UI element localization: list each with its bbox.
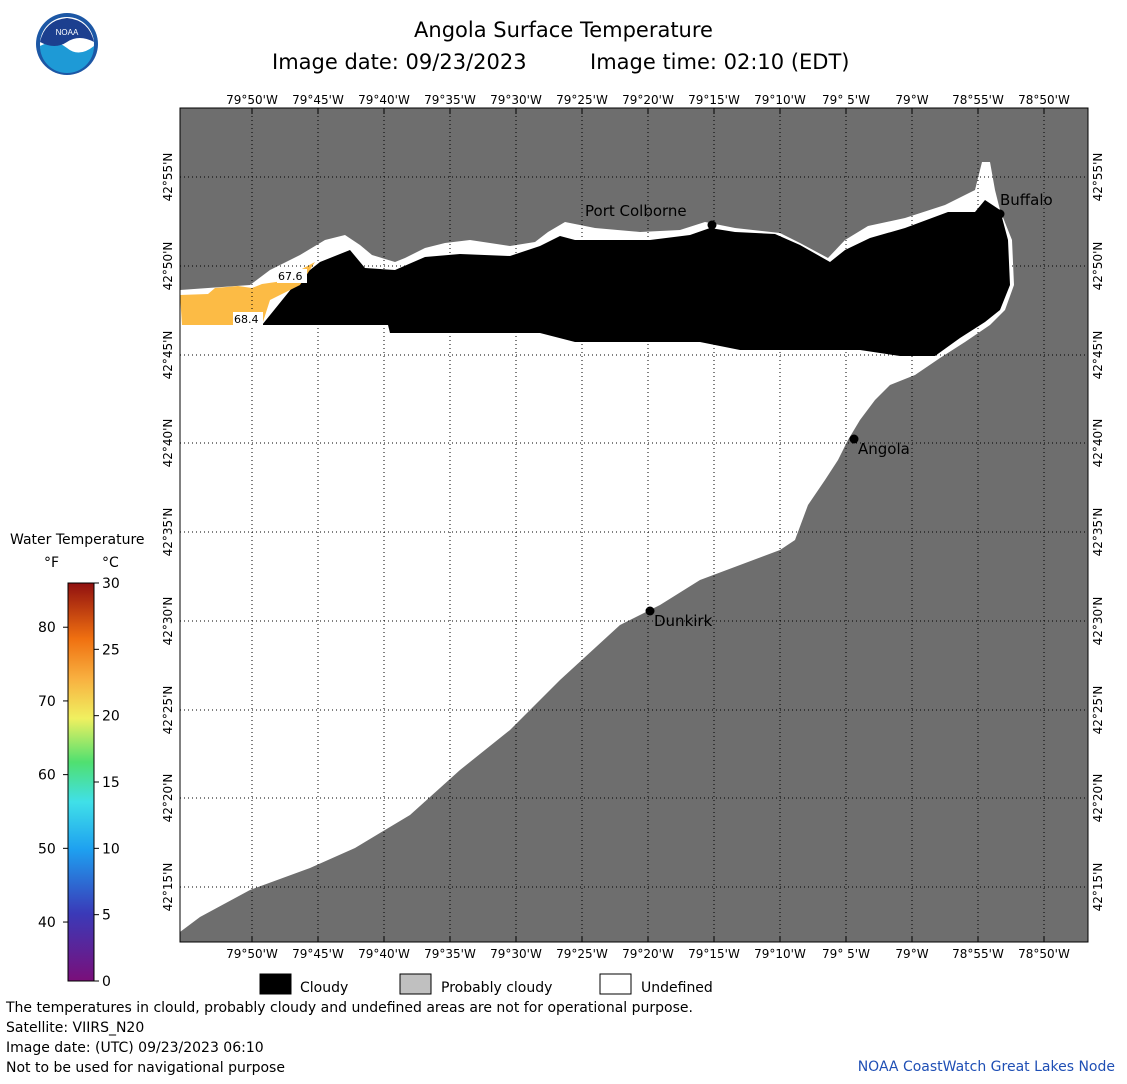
lon-label-top: 79°45'W — [292, 93, 344, 107]
city-dot — [849, 434, 859, 444]
unit-fahrenheit: °F — [44, 555, 60, 571]
lat-label-left: 42°45'N — [161, 331, 175, 380]
lon-label-bottom: 79°25'W — [556, 947, 608, 961]
reading-label: 67.6 — [278, 270, 303, 283]
undefined-swatch — [599, 973, 632, 995]
lat-label-right: 42°25'N — [1091, 686, 1105, 735]
celsius-tick-label: 20 — [102, 709, 120, 725]
probably-cloudy-swatch — [399, 973, 432, 995]
lat-label-left: 42°40'N — [161, 419, 175, 468]
lon-label-top: 79°30'W — [490, 93, 542, 107]
legend-cloudy-label: Cloudy — [300, 980, 349, 996]
reading-label: 68.4 — [234, 313, 259, 326]
lon-label-bottom: 79°10'W — [754, 947, 806, 961]
map-frame — [179, 107, 1089, 943]
lat-label-left: 42°20'N — [161, 774, 175, 823]
svg-text:NOAA: NOAA — [56, 28, 79, 37]
unit-celsius: °C — [102, 555, 119, 571]
reading-label-bg — [277, 269, 307, 283]
lat-label-left: 42°35'N — [161, 508, 175, 557]
map-title: Angola Surface Temperature — [414, 18, 713, 42]
credit-text: NOAA CoastWatch Great Lakes Node — [857, 1059, 1115, 1075]
tick-labels: 79°50'W 79°50'W 79°45'W 79°45'W 79°40'W 79°40… — [161, 93, 1105, 961]
lon-label-bottom: 79°20'W — [622, 947, 674, 961]
fahrenheit-tick-label: 80 — [38, 620, 56, 636]
lon-label-bottom: 79°15'W — [688, 947, 740, 961]
lat-label-left: 42°55'N — [161, 153, 175, 202]
city-label: Buffalo — [1000, 191, 1053, 209]
celsius-tick-label: 10 — [102, 841, 120, 857]
legend-probably-cloudy-label: Probably cloudy — [441, 980, 553, 996]
lon-label-bottom: 78°55'W — [952, 947, 1004, 961]
fahrenheit-tick-label: 40 — [38, 915, 56, 931]
fahrenheit-tick-label: 60 — [38, 768, 56, 784]
lon-label-top: 78°50'W — [1018, 93, 1070, 107]
celsius-tick-label: 5 — [102, 908, 111, 924]
lat-label-left: 42°25'N — [161, 686, 175, 735]
image-time: Image time: 02:10 (EDT) — [590, 50, 850, 74]
lat-label-left: 42°15'N — [161, 863, 175, 912]
city-dot — [707, 220, 717, 230]
noaa-logo: NOAA — [36, 13, 98, 75]
lon-label-bottom: 79°35'W — [424, 947, 476, 961]
temperature-readings: 67.6 68.4 — [233, 269, 307, 326]
lat-label-right: 42°15'N — [1091, 863, 1105, 912]
warm-water-area — [180, 262, 315, 325]
lon-label-bottom: 79°50'W — [226, 947, 278, 961]
lat-label-right: 42°45'N — [1091, 331, 1105, 380]
lon-label-bottom: 79°45'W — [292, 947, 344, 961]
lon-label-top: 79°35'W — [424, 93, 476, 107]
lat-label-right: 42°40'N — [1091, 419, 1105, 468]
lon-label-top: 79° 5'W — [822, 93, 870, 107]
lon-label-bottom: 78°50'W — [1018, 947, 1070, 961]
city-dot — [995, 209, 1005, 219]
lon-label-top: 79°10'W — [754, 93, 806, 107]
navigation-warning: Not to be used for navigational purpose — [6, 1060, 285, 1076]
celsius-tick-label: 25 — [102, 642, 120, 658]
cloud-area — [262, 200, 1010, 356]
lat-label-left: 42°50'N — [161, 242, 175, 291]
cloudy-swatch — [259, 973, 292, 995]
city-label: Angola — [858, 440, 910, 458]
city-markers: Port Colborne Buffalo Angola Dunkirk — [585, 191, 1053, 630]
lat-label-right: 42°35'N — [1091, 508, 1105, 557]
reading-label-bg — [233, 312, 263, 326]
lon-label-top: 79°20'W — [622, 93, 674, 107]
celsius-tick-label: 30 — [102, 576, 120, 592]
lat-label-right: 42°50'N — [1091, 242, 1105, 291]
lat-label-right: 42°20'N — [1091, 774, 1105, 823]
lat-label-right: 42°55'N — [1091, 153, 1105, 202]
lon-label-bottom: 79° 5'W — [822, 947, 870, 961]
colorbar-title: Water Temperature — [10, 532, 145, 548]
lon-label-top: 79°15'W — [688, 93, 740, 107]
lon-label-top: 79°50'W — [226, 93, 278, 107]
lon-label-bottom: 79°30'W — [490, 947, 542, 961]
celsius-tick-label: 0 — [102, 974, 111, 990]
city-label: Port Colborne — [585, 202, 687, 220]
celsius-tick-label: 15 — [102, 775, 120, 791]
legend-undefined-label: Undefined — [641, 980, 713, 996]
lon-label-bottom: 79°W — [895, 947, 928, 961]
city-dot — [645, 606, 655, 616]
lon-label-bottom: 79°40'W — [358, 947, 410, 961]
graticule — [180, 108, 1088, 942]
color-scale-bar — [67, 582, 95, 982]
lon-label-top: 79°40'W — [358, 93, 410, 107]
disclaimer-text: The temperatures in clould, probably clo… — [6, 1000, 693, 1016]
lon-label-top: 79°W — [895, 93, 928, 107]
lat-label-right: 42°30'N — [1091, 597, 1105, 646]
fahrenheit-tick-label: 50 — [38, 841, 56, 857]
city-label: Dunkirk — [654, 612, 713, 630]
satellite-text: Satellite: VIIRS_N20 — [6, 1020, 145, 1036]
lon-label-top: 79°25'W — [556, 93, 608, 107]
utc-date-text: Image date: (UTC) 09/23/2023 06:10 — [6, 1040, 264, 1056]
lat-label-left: 42°30'N — [161, 597, 175, 646]
lon-label-top: 78°55'W — [952, 93, 1004, 107]
fahrenheit-tick-label: 70 — [38, 694, 56, 710]
image-date: Image date: 09/23/2023 — [272, 50, 527, 74]
